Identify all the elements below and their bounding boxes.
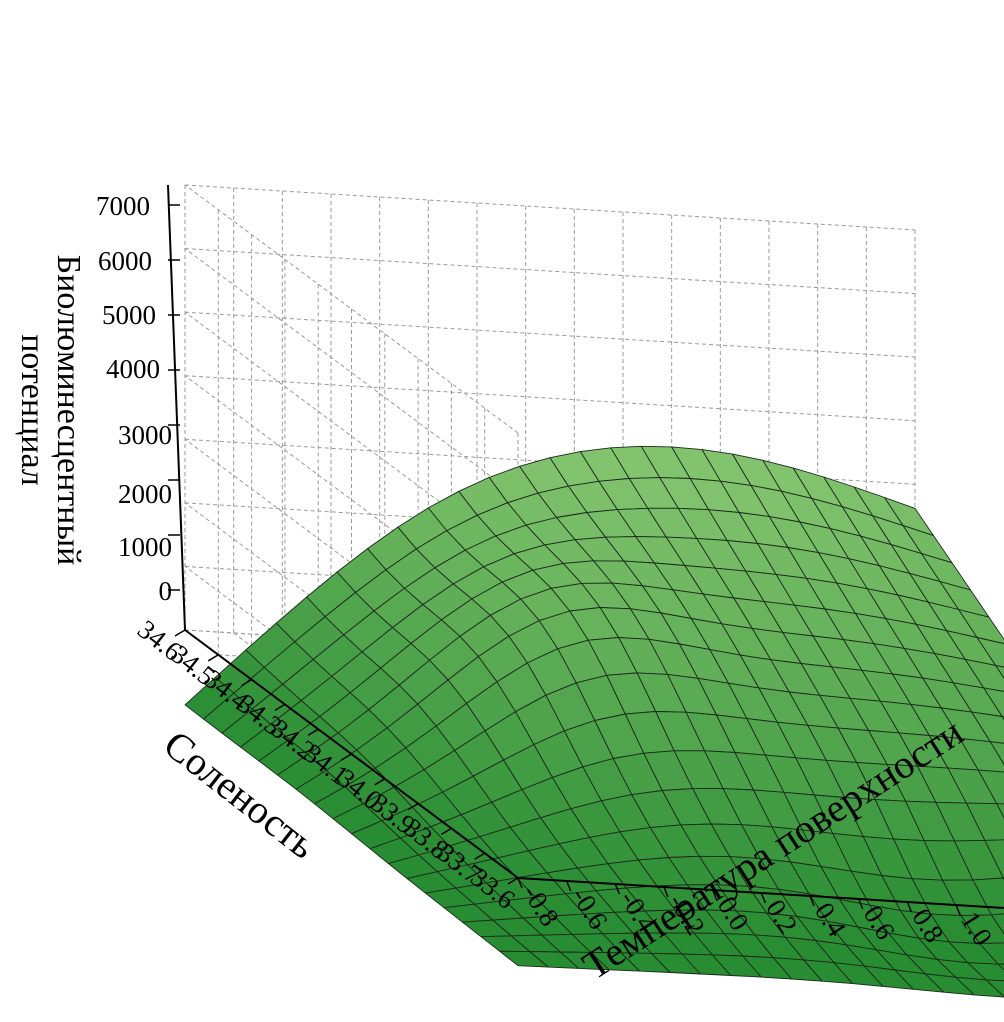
temperature-tick-mark xyxy=(517,877,523,889)
temperature-tick-mark xyxy=(906,901,913,913)
surface-cell xyxy=(984,839,1004,879)
surface-cell xyxy=(985,979,1004,998)
salinity-tick-mark xyxy=(341,753,352,761)
temperature-tick-mark xyxy=(809,895,815,907)
z-tick-7000: 7000 xyxy=(96,191,150,221)
salinity-tick-mark xyxy=(174,629,186,637)
surface-cell xyxy=(996,803,1004,819)
surface-cell xyxy=(989,741,1004,766)
surface-cell xyxy=(976,637,1004,668)
surface-cell xyxy=(958,609,1004,645)
surface-cell xyxy=(972,877,1004,916)
temperature-axis-line xyxy=(517,877,1004,909)
surface-cell xyxy=(964,658,1004,692)
surface-cell xyxy=(977,769,1004,805)
z-tick-3000: 3000 xyxy=(118,420,172,450)
z-tick-5000: 5000 xyxy=(102,300,156,330)
temperature-tick-mark xyxy=(857,898,864,910)
z-tick-4000: 4000 xyxy=(106,354,160,384)
surface-cell xyxy=(995,664,1004,679)
surface-cell xyxy=(971,711,1004,744)
salinity-tick-mark xyxy=(474,852,486,860)
surface-cell xyxy=(965,802,1004,841)
temperature-tick-mark xyxy=(711,889,718,901)
temperature-tick-mark xyxy=(663,886,669,898)
surface-cell xyxy=(960,914,1004,944)
surface-cell xyxy=(967,962,1004,982)
z-tick-1000: 1000 xyxy=(118,532,172,562)
surface xyxy=(184,445,1004,998)
surface-cell xyxy=(955,976,1004,998)
z-tick-labels: 0 1000 2000 3000 4000 5000 6000 7000 xyxy=(96,191,172,606)
temperature-tick-mark xyxy=(565,880,572,892)
z-tick-6000: 6000 xyxy=(98,246,152,276)
surface-cell xyxy=(997,963,1004,971)
salinity-tick-mark xyxy=(507,877,519,885)
salinity-tick-mark xyxy=(307,728,319,736)
temperature-tick-mark xyxy=(955,904,961,916)
salinity-tick-mark xyxy=(374,778,386,786)
salinity-tick-mark xyxy=(441,827,452,836)
surface-cell xyxy=(979,942,1004,965)
z-axis-title-line2: потенциал xyxy=(14,334,51,486)
temperature-tick-mark xyxy=(760,892,767,904)
salinity-tick-mark xyxy=(207,654,219,662)
salinity-tick-mark xyxy=(241,678,252,687)
salinity-tick-mark xyxy=(274,703,286,712)
z-tick-2000: 2000 xyxy=(118,479,172,509)
salinity-tick-mark xyxy=(407,802,419,811)
z-axis-title-line1: Биолюминесцентный xyxy=(50,255,87,566)
temperature-tick-mark xyxy=(614,883,621,895)
z-tick-0: 0 xyxy=(159,576,173,606)
